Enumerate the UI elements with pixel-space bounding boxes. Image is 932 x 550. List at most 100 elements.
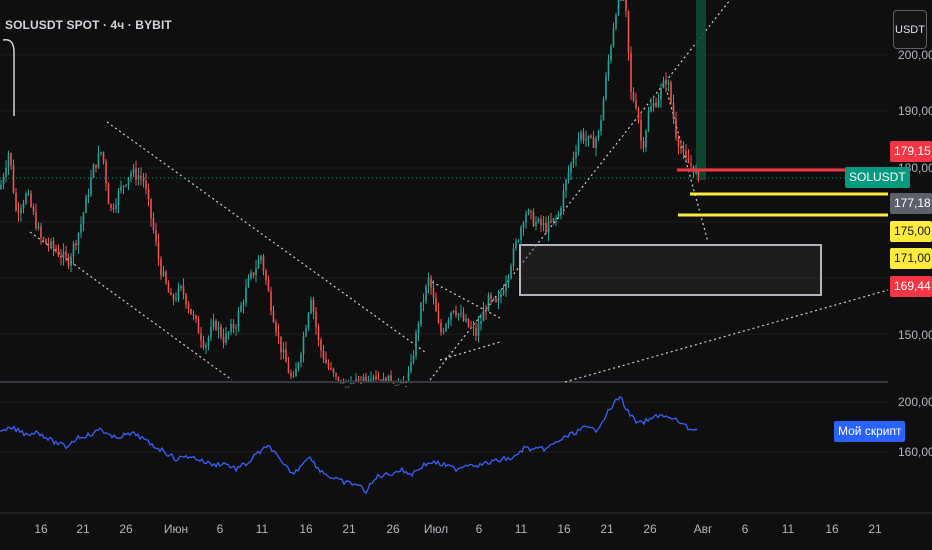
candle-body xyxy=(265,270,267,280)
candle-body xyxy=(255,268,257,276)
time-tick: 21 xyxy=(868,522,882,536)
candle-body xyxy=(230,324,232,333)
time-axis[interactable]: 16 21 26 Июн 6 11 16 21 26 Июл 6 11 16 2… xyxy=(34,522,882,536)
bracket-drawing[interactable] xyxy=(2,39,15,116)
candle-body xyxy=(490,294,492,299)
indicator-line[interactable] xyxy=(0,395,698,495)
candle-body xyxy=(340,382,342,384)
currency-button[interactable]: USDT xyxy=(893,10,927,49)
candle-body xyxy=(317,326,320,340)
candle-body xyxy=(577,139,580,152)
time-tick: 16 xyxy=(825,522,839,536)
symbol-tag: SOLUSDT xyxy=(845,167,910,188)
candle-body xyxy=(110,204,112,208)
candle-body xyxy=(427,277,430,287)
candle-body xyxy=(480,321,482,324)
candle-body xyxy=(247,278,250,288)
candle-body xyxy=(607,60,610,77)
candle-body xyxy=(280,336,282,353)
time-tick: 11 xyxy=(782,522,795,536)
time-tick: 26 xyxy=(119,522,133,536)
candle-body xyxy=(170,292,172,295)
candle-body xyxy=(475,327,477,336)
candle-body xyxy=(410,361,412,372)
candle-body xyxy=(322,350,325,360)
candle-body xyxy=(435,297,437,312)
candle-body xyxy=(282,349,285,353)
candle-body xyxy=(125,184,127,186)
candle-body xyxy=(0,184,2,189)
candle-body xyxy=(87,194,90,197)
candle-body xyxy=(375,376,377,380)
candle-body xyxy=(65,251,67,257)
candle-body xyxy=(472,327,475,329)
candle-body xyxy=(565,179,567,191)
candle-body xyxy=(315,311,317,327)
candle-body xyxy=(227,332,230,334)
price-axis[interactable]: 200,00 190,00 180,00 150,00 xyxy=(898,48,932,342)
candle-body xyxy=(150,199,152,219)
candle-body xyxy=(370,380,372,382)
price-tick: 150,00 xyxy=(898,328,932,342)
candle-body xyxy=(362,376,365,381)
candle-body xyxy=(277,332,280,337)
candle-body xyxy=(55,248,57,251)
candle-body xyxy=(72,243,75,257)
candle-body xyxy=(310,299,312,314)
candle-body xyxy=(152,218,155,231)
candle-body xyxy=(637,108,640,121)
candle-body xyxy=(555,217,557,219)
candle-body xyxy=(52,240,55,249)
candle-body xyxy=(67,256,70,266)
candle-body xyxy=(685,151,687,158)
candle-body xyxy=(485,310,487,312)
candle-body xyxy=(337,376,340,381)
candle-body xyxy=(40,226,42,238)
candle-body xyxy=(615,14,617,29)
candle-body xyxy=(620,0,622,1)
candle-body xyxy=(582,132,585,141)
candle-body xyxy=(132,168,135,174)
candle-body xyxy=(342,382,345,384)
indicator-axis[interactable]: 200,00 160,00 xyxy=(898,395,932,459)
candle-body xyxy=(687,157,690,164)
candle-body xyxy=(327,363,330,369)
candle-body xyxy=(657,99,660,107)
candle-body xyxy=(140,175,142,178)
candle-body xyxy=(437,311,440,323)
candle-body xyxy=(672,102,675,119)
time-tick: 21 xyxy=(342,522,356,536)
candle-body xyxy=(272,311,275,323)
candle-body xyxy=(522,222,525,228)
candle-body xyxy=(550,221,552,223)
candle-body xyxy=(567,172,570,180)
candle-body xyxy=(332,368,335,374)
candle-body xyxy=(292,376,295,378)
candle-body xyxy=(400,382,402,384)
candle-body xyxy=(75,243,77,246)
candle-body xyxy=(432,287,435,298)
candle-body xyxy=(267,279,270,292)
candle-body xyxy=(200,333,202,341)
candle-body xyxy=(12,165,15,193)
candle-body xyxy=(172,294,175,300)
candle-body xyxy=(660,87,662,100)
time-tick: 11 xyxy=(256,522,269,536)
candle-body xyxy=(130,173,132,178)
candle-body xyxy=(645,130,647,148)
candle-body xyxy=(580,132,582,140)
candle-body xyxy=(675,118,677,138)
candle-body xyxy=(492,298,495,300)
candle-body xyxy=(97,153,100,168)
candle-body xyxy=(345,386,347,388)
candle-body xyxy=(627,10,630,53)
candle-body xyxy=(500,294,502,298)
candle-body xyxy=(505,282,507,291)
candle-body xyxy=(295,368,297,377)
candle-body xyxy=(205,344,207,348)
candle-body xyxy=(670,82,672,103)
candle-body xyxy=(600,120,602,131)
support-zone-box[interactable] xyxy=(519,244,822,296)
candle-body xyxy=(312,299,315,312)
